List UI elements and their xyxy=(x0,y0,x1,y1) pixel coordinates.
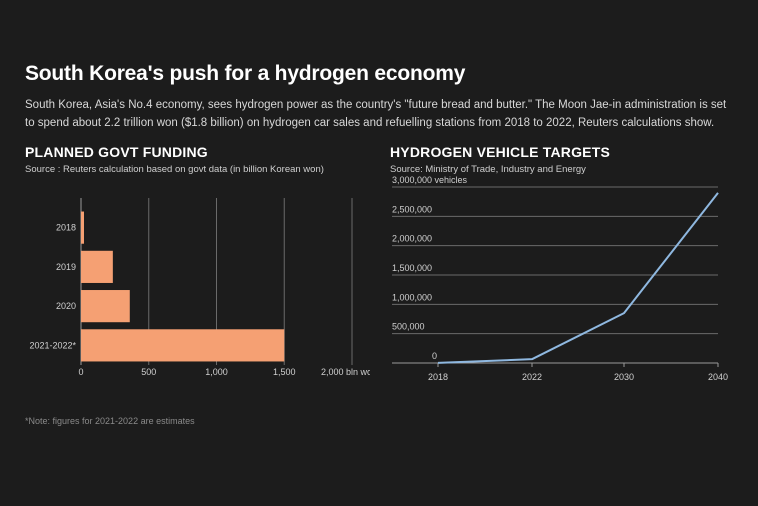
vehicle-chart-title: HYDROGEN VEHICLE TARGETS xyxy=(390,144,611,160)
funding-chart-title: PLANNED GOVT FUNDING xyxy=(25,144,208,160)
funding-bar-chart: 0 500 1,000 1,500 2,000 bln won 2018 2019 2020 2… xyxy=(29,198,370,377)
x-tick-label: 2040 xyxy=(708,372,728,382)
y-tick-label: 0 xyxy=(432,351,437,361)
x-tick-label: 1,500 xyxy=(273,367,296,377)
page-title: South Korea's push for a hydrogen econom… xyxy=(25,62,466,85)
x-tick-label: 500 xyxy=(141,367,156,377)
y-tick-label: 3,000,000 vehicles xyxy=(392,176,468,185)
footnote: *Note: figures for 2021-2022 are estimat… xyxy=(25,416,195,426)
y-tick-label: 500,000 xyxy=(392,322,425,332)
x-tick-label: 2030 xyxy=(614,372,634,382)
y-category-label: 2018 xyxy=(56,223,76,233)
y-category-label: 2021-2022* xyxy=(29,340,76,350)
vehicle-line-chart: 0 500,000 1,000,000 1,500,000 2,000,000 2,500… xyxy=(392,176,728,382)
y-category-label: 2020 xyxy=(56,301,76,311)
x-tick-label: 2022 xyxy=(522,372,542,382)
y-tick-label: 1,500,000 xyxy=(392,263,432,273)
funding-bar xyxy=(81,329,285,362)
funding-chart-source: Source : Reuters calculation based on go… xyxy=(25,164,324,175)
vehicle-target-line xyxy=(437,192,719,364)
funding-bar xyxy=(81,250,113,283)
y-tick-label: 2,500,000 xyxy=(392,204,432,214)
x-tick-label: 2,000 bln won xyxy=(321,367,370,377)
y-tick-label: 2,000,000 xyxy=(392,234,432,244)
page-subtitle: South Korea, Asia's No.4 economy, sees h… xyxy=(25,99,727,129)
x-tick-label: 0 xyxy=(78,367,83,377)
vehicle-chart-source: Source: Ministry of Trade, Industry and … xyxy=(390,164,586,175)
y-tick-label: 1,000,000 xyxy=(392,292,432,302)
y-category-label: 2019 xyxy=(56,262,76,272)
funding-bar xyxy=(81,211,84,244)
funding-bar xyxy=(81,290,130,323)
x-tick-label: 1,000 xyxy=(205,367,228,377)
x-tick-label: 2018 xyxy=(428,372,448,382)
